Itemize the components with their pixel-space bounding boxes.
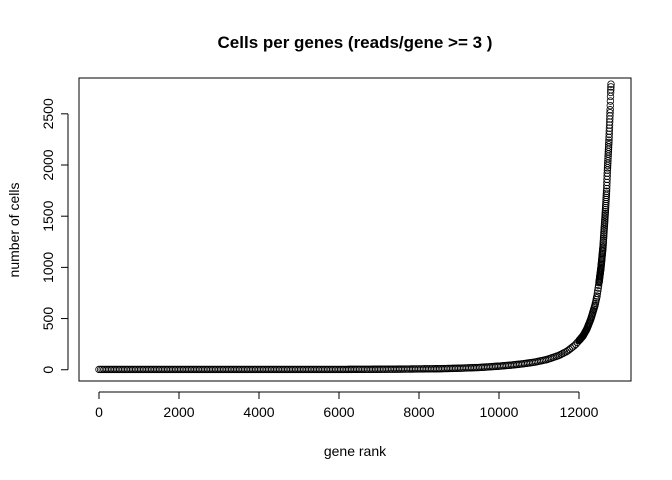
data-point: [601, 206, 610, 214]
data-point: [602, 189, 611, 198]
data-point: [603, 178, 611, 187]
data-point: [605, 121, 614, 129]
y-tick-label: 1000: [40, 252, 56, 283]
data-point: [606, 109, 614, 117]
data-point: [606, 101, 614, 110]
data-point: [601, 203, 610, 212]
data-point: [593, 289, 602, 298]
data-point: [602, 187, 611, 195]
x-tick-label: 6000: [323, 404, 354, 420]
data-point: [594, 287, 602, 295]
y-axis: 0 500 1000 1500 2000 2500: [40, 98, 69, 374]
data-point: [605, 138, 613, 147]
data-points: [95, 80, 615, 374]
data-point: [605, 141, 613, 149]
data-point: [602, 193, 610, 202]
data-point: [603, 172, 611, 180]
data-point: [602, 195, 610, 204]
plot-frame: [78, 77, 632, 382]
data-point: [602, 184, 611, 193]
x-tick-label: 12000: [560, 404, 599, 420]
data-point: [603, 181, 611, 190]
data-point: [602, 201, 610, 210]
data-point: [606, 88, 615, 97]
data-point: [606, 115, 614, 123]
data-point: [605, 130, 613, 138]
data-point: [607, 85, 615, 94]
data-point: [606, 97, 615, 105]
data-point: [602, 199, 610, 208]
data-point: [593, 292, 601, 300]
data-point: [606, 112, 614, 120]
data-point: [607, 83, 615, 91]
y-tick-label: 500: [40, 307, 56, 331]
x-tick-label: 8000: [403, 404, 434, 420]
y-tick-label: 2500: [40, 98, 56, 129]
y-axis-label: number of cells: [6, 183, 22, 278]
chart-title: Cells per genes (reads/gene >= 3 ): [218, 33, 493, 52]
data-point: [605, 136, 613, 144]
data-point: [602, 197, 610, 206]
y-tick-label: 2000: [40, 149, 56, 180]
data-point: [605, 133, 613, 142]
data-point: [605, 118, 614, 126]
x-tick-label: 2000: [163, 404, 194, 420]
data-point: [607, 80, 615, 88]
x-tick-label: 4000: [243, 404, 274, 420]
y-tick-label: 1500: [40, 200, 56, 231]
x-axis-label: gene rank: [324, 443, 387, 459]
x-tick-label: 10000: [480, 404, 519, 420]
y-tick-label: 0: [40, 366, 56, 374]
data-point: [603, 169, 611, 177]
data-point: [605, 124, 614, 132]
data-point: [601, 207, 610, 216]
x-tick-label: 0: [95, 404, 103, 420]
data-point: [605, 127, 614, 135]
data-point: [603, 175, 611, 184]
data-point: [606, 106, 614, 114]
x-axis: 0 2000 4000 6000 8000 10000 12000: [95, 391, 599, 420]
